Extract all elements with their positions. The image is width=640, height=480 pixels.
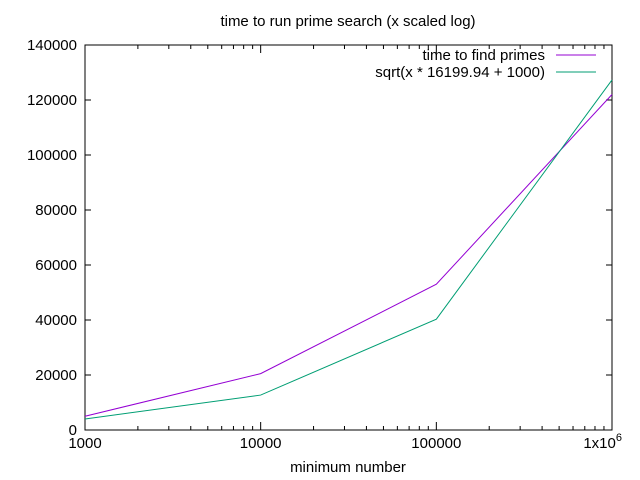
y-tick-label: 100000	[27, 147, 77, 164]
plot-border	[84, 44, 613, 431]
y-tick-label: 0	[69, 422, 77, 439]
chart-title: time to run prime search (x scaled log)	[220, 13, 475, 30]
y-tick-label: 60000	[35, 257, 77, 274]
x-tick-label-text: 1000	[68, 435, 101, 452]
x-axis-label: minimum number	[290, 459, 406, 476]
y-tick-label: 140000	[27, 37, 77, 54]
y-tick-label: 20000	[35, 367, 77, 384]
x-tick-label-superscript: 6	[616, 432, 622, 444]
x-tick-label: 1000	[68, 435, 101, 452]
series-line-1	[84, 79, 613, 420]
x-tick-label-text: 10000	[240, 435, 282, 452]
x-tick-label: 1x106	[583, 432, 622, 452]
y-tick-label: 40000	[35, 312, 77, 329]
plot-frame	[84, 44, 613, 431]
series-line-0	[84, 94, 613, 417]
legend-label-0: time to find primes	[422, 47, 545, 64]
x-tick-label-text: 1x10	[583, 435, 616, 452]
x-axis: 1000 10000 100000 1x106	[68, 45, 622, 452]
x-tick-label: 100000	[411, 435, 461, 452]
series-lines	[84, 79, 613, 420]
x-tick-label: 10000	[240, 435, 282, 452]
y-axis: 0 20000 40000 60000 80000 100000 120000 140000	[27, 37, 612, 439]
y-tick-label: 80000	[35, 202, 77, 219]
legend-label-1: sqrt(x * 16199.94 + 1000)	[375, 64, 545, 81]
y-tick-label: 120000	[27, 92, 77, 109]
x-tick-label-text: 100000	[411, 435, 461, 452]
